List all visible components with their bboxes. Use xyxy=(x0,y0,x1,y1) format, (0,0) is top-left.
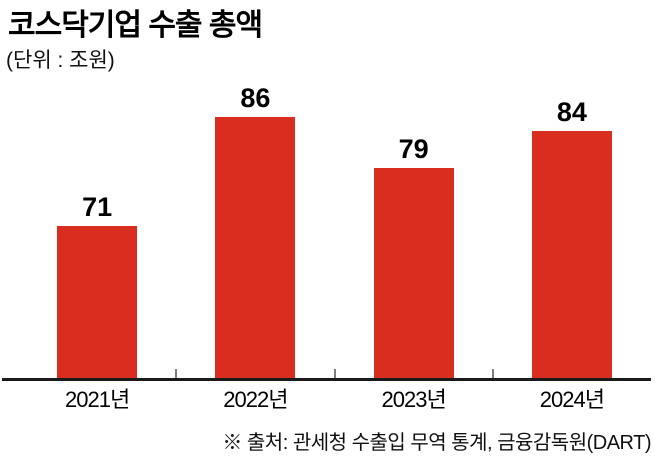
bar-value-label: 71 xyxy=(82,192,113,222)
chart-title: 코스닥기업 수출 총액 xyxy=(8,9,263,42)
bar-value-label: 86 xyxy=(240,83,271,113)
bar-value-label: 79 xyxy=(398,134,429,164)
x-axis-line xyxy=(2,378,651,381)
x-tick-label: 2023년 xyxy=(381,387,447,412)
x-axis-tick xyxy=(175,369,178,378)
bar xyxy=(373,168,454,378)
x-tick-label: 2021년 xyxy=(65,387,130,412)
bar xyxy=(215,117,296,378)
source-note: ※ 출처: 관세청 수출입 무역 통계, 금융감독원(DART) xyxy=(222,432,651,454)
x-axis-tick xyxy=(333,369,336,378)
x-tick-label: 2024년 xyxy=(539,387,605,412)
bar xyxy=(57,226,138,378)
x-axis-tick xyxy=(491,369,494,378)
x-tick-label: 2022년 xyxy=(223,387,288,412)
bar-value-label: 84 xyxy=(556,97,587,127)
bar xyxy=(531,131,612,378)
chart-unit-label: (단위 : 조원) xyxy=(6,49,115,72)
